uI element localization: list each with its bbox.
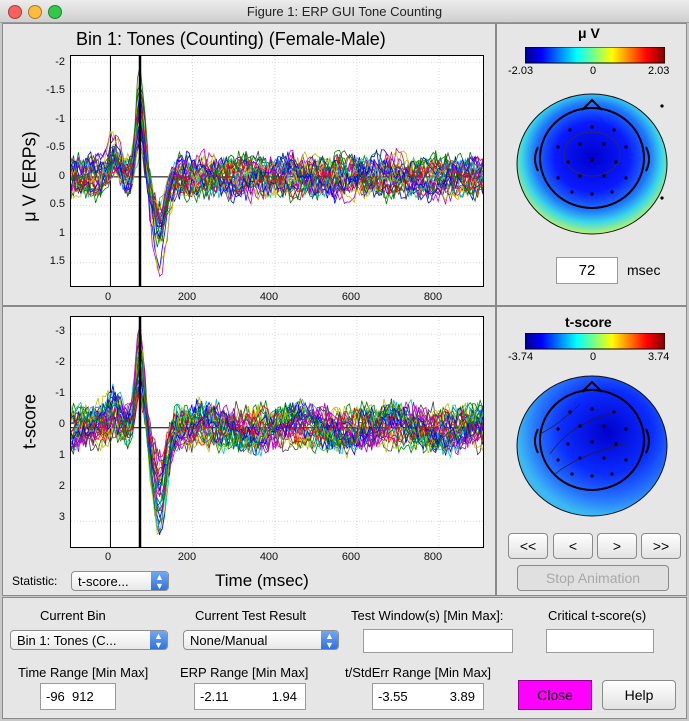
uv-colorbar-mid: 0 bbox=[590, 65, 597, 77]
tscore-xtick: 600 bbox=[341, 551, 361, 563]
current-bin-value: Bin 1: Tones (C... bbox=[17, 633, 117, 648]
tscore-xtick: 200 bbox=[177, 551, 197, 563]
erp-xtick: 800 bbox=[423, 291, 443, 303]
erp-range-min: -2.11 bbox=[200, 689, 229, 704]
critical-tscore-input[interactable] bbox=[546, 629, 654, 653]
tscore-xtick: 800 bbox=[423, 551, 443, 563]
current-bin-label: Current Bin bbox=[40, 608, 106, 623]
zoom-window-icon[interactable] bbox=[48, 5, 62, 19]
time-unit: msec bbox=[627, 262, 661, 278]
title-bar: Figure 1: ERP GUI Tone Counting bbox=[0, 0, 689, 23]
help-button[interactable]: Help bbox=[602, 680, 676, 710]
test-window-label: Test Window(s) [Min Max]: bbox=[351, 608, 504, 623]
erp-ytick: 1 bbox=[58, 227, 65, 239]
test-window-input[interactable] bbox=[363, 629, 513, 653]
t-range-input[interactable]: -3.55 3.89 bbox=[372, 683, 484, 710]
stop-animation-button[interactable]: Stop Animation bbox=[517, 565, 669, 591]
t-range-label: t/StdErr Range [Min Max] bbox=[345, 665, 491, 680]
minimize-window-icon[interactable] bbox=[28, 5, 42, 19]
tscore-ytick: -1 bbox=[55, 387, 65, 399]
tscore-ytick: -3 bbox=[55, 325, 65, 337]
erp-ytick: -1 bbox=[55, 113, 65, 125]
chevron-updown-icon: ▲ ▼ bbox=[151, 572, 168, 590]
topo-uv-title: μ V bbox=[578, 25, 600, 41]
last-frame-button[interactable]: >> bbox=[641, 533, 681, 559]
erp-waveforms bbox=[71, 56, 483, 286]
t-colorbar-mid: 0 bbox=[590, 351, 597, 363]
tscore-ytick: 2 bbox=[58, 480, 65, 492]
time-range-label: Time Range [Min Max] bbox=[18, 665, 149, 680]
tscore-waveforms bbox=[71, 317, 483, 547]
tscore-ytick: 1 bbox=[58, 449, 65, 461]
chevron-updown-icon: ▲ ▼ bbox=[150, 631, 167, 649]
t-range-max: 3.89 bbox=[449, 689, 475, 704]
t-colorbar bbox=[525, 333, 665, 350]
close-window-icon[interactable] bbox=[8, 5, 22, 19]
t-topomap bbox=[516, 375, 668, 517]
chevron-updown-icon: ▲ ▼ bbox=[321, 631, 338, 649]
test-result-value: None/Manual bbox=[190, 633, 268, 648]
erp-range-max: 1.94 bbox=[271, 689, 297, 704]
uv-colorbar-max: 2.03 bbox=[648, 65, 670, 77]
statistic-value: t-score... bbox=[78, 574, 129, 589]
erp-plot-title: Bin 1: Tones (Counting) (Female-Male) bbox=[76, 29, 386, 49]
t-colorbar-max: 3.74 bbox=[648, 351, 670, 363]
uv-colorbar-min: -2.03 bbox=[508, 65, 534, 77]
window-title: Figure 1: ERP GUI Tone Counting bbox=[246, 4, 443, 19]
t-range-min: -3.55 bbox=[378, 689, 408, 704]
current-bin-select[interactable]: Bin 1: Tones (C... ▲ ▼ bbox=[10, 630, 168, 650]
time-input[interactable]: 72 bbox=[556, 257, 618, 284]
statistic-label: Statistic: bbox=[12, 574, 58, 588]
first-frame-button[interactable]: << bbox=[508, 533, 548, 559]
tscore-axes[interactable] bbox=[70, 316, 484, 548]
erp-ytick: -2 bbox=[55, 56, 65, 68]
topo-t-title: t-score bbox=[565, 314, 612, 330]
erp-xtick: 200 bbox=[177, 291, 197, 303]
tscore-xtick: 0 bbox=[104, 551, 112, 563]
erp-xtick: 0 bbox=[104, 291, 112, 303]
erp-ytick: -1.5 bbox=[46, 84, 65, 96]
statistic-select[interactable]: t-score... ▲ ▼ bbox=[71, 571, 169, 591]
next-frame-button[interactable]: > bbox=[597, 533, 637, 559]
erp-range-input[interactable]: -2.11 1.94 bbox=[194, 683, 306, 710]
prev-frame-button[interactable]: < bbox=[553, 533, 593, 559]
tscore-xtick: 400 bbox=[259, 551, 279, 563]
t-colorbar-min: -3.74 bbox=[508, 351, 534, 363]
uv-topomap bbox=[516, 93, 668, 235]
erp-xtick: 600 bbox=[341, 291, 361, 303]
time-range-input[interactable]: -96 912 bbox=[40, 683, 116, 710]
uv-colorbar bbox=[525, 47, 665, 64]
erp-xtick: 400 bbox=[259, 291, 279, 303]
test-result-label: Current Test Result bbox=[195, 608, 307, 623]
erp-ytick: -0.5 bbox=[46, 141, 65, 153]
erp-ytick: 0 bbox=[58, 170, 65, 182]
tscore-ytick: 0 bbox=[58, 418, 65, 430]
close-button[interactable]: Close bbox=[518, 680, 592, 710]
erp-ytick: 1.5 bbox=[49, 255, 65, 267]
test-result-select[interactable]: None/Manual ▲ ▼ bbox=[183, 630, 339, 650]
x-axis-label: Time (msec) bbox=[215, 571, 309, 590]
erp-axes[interactable] bbox=[70, 55, 484, 287]
tscore-ytick: -2 bbox=[55, 356, 65, 368]
erp-range-label: ERP Range [Min Max] bbox=[180, 665, 309, 680]
tscore-ytick: 3 bbox=[58, 511, 65, 523]
erp-ytick: 0.5 bbox=[49, 198, 65, 210]
critical-tscore-label: Critical t-score(s) bbox=[548, 608, 647, 623]
